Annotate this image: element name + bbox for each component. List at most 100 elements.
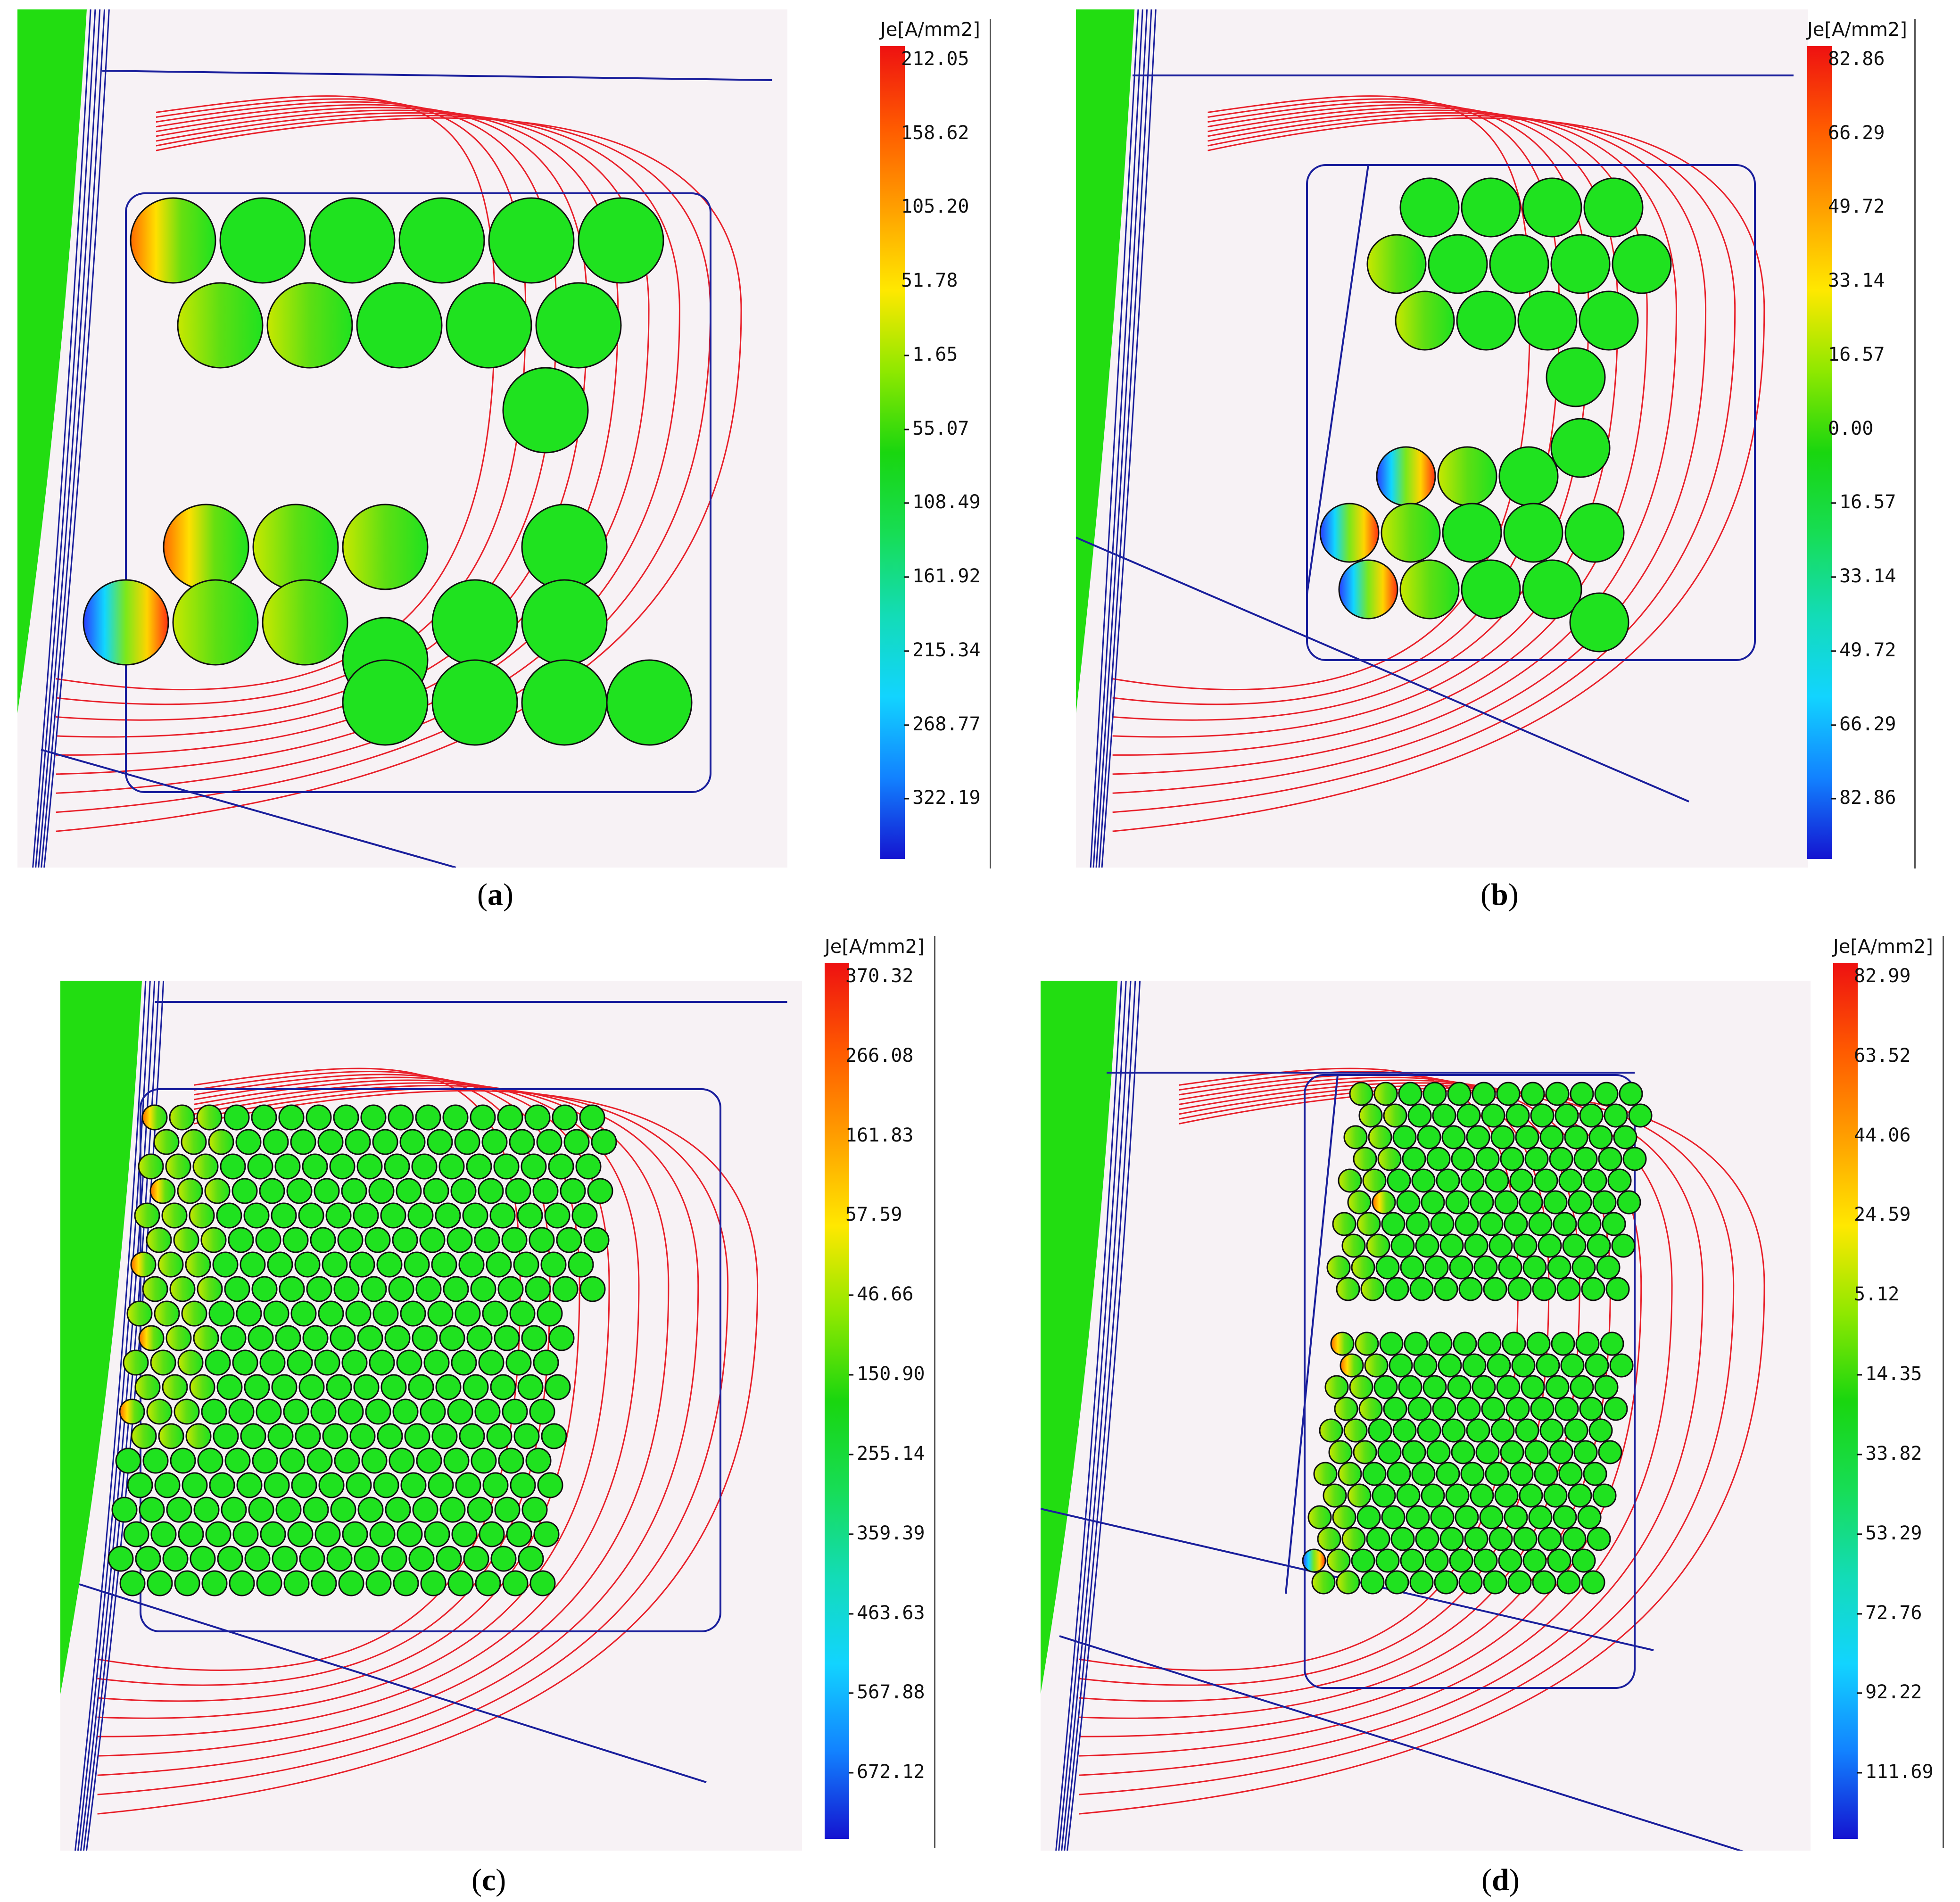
conductor [1555,1397,1579,1421]
conductor [1399,177,1460,238]
conductor [1549,1147,1573,1171]
conductor [158,1423,184,1449]
flux-line [1112,117,1765,832]
conductor [317,1129,344,1155]
flux-line [97,1082,670,1757]
conductor [1307,1505,1332,1530]
conductor [1534,1168,1558,1193]
conductor [372,1300,399,1327]
flux-line [1112,115,1736,813]
conductor [1458,1570,1483,1595]
legend-tick-label: -161.92 [901,565,981,587]
conductor [220,1153,246,1180]
conductor [1569,592,1629,653]
legend-tick-label: -567.88 [845,1681,925,1704]
legend-tick-label: -16.57 [1828,491,1896,513]
conductor [1338,1168,1362,1193]
conductor [1494,1483,1519,1508]
conductor [1604,1103,1628,1128]
conductor [388,1104,414,1131]
conductor [1323,1483,1347,1508]
conductor [1392,1418,1417,1443]
conductor [278,1104,305,1131]
conductor [1522,559,1582,620]
conductor [279,1276,305,1302]
flux-line [1112,109,1677,775]
conductor [1577,1212,1602,1236]
conductor [361,1276,387,1302]
conductor [1390,1527,1415,1551]
conductor [475,1570,501,1596]
conductor [556,1227,582,1253]
conductor [166,1497,192,1523]
conductor [502,1570,529,1596]
conductor [272,1546,298,1572]
conductor [545,1374,571,1400]
conductor [154,1300,180,1327]
conductor [224,1276,250,1302]
conductor [174,1398,200,1425]
conductor [450,1178,477,1204]
conductor [1402,1440,1426,1464]
conductor [1364,1353,1389,1378]
conductor [173,1227,199,1253]
conductor [356,282,443,369]
conductor [563,1129,590,1155]
conductor [247,1153,273,1180]
conductor [337,1227,364,1253]
conductor [1439,1527,1464,1551]
conductor [505,1349,532,1376]
conductor [232,1349,258,1376]
conductor [541,1423,567,1449]
conductor [342,1521,368,1547]
conductor [552,1104,578,1131]
conductor [1479,1505,1504,1530]
conductor [279,1447,306,1474]
conductor [205,1349,231,1376]
conductor [135,1546,161,1572]
conductor [446,282,532,369]
conductor [146,1398,173,1425]
flux-line [1112,98,1560,705]
conductor [1422,1375,1447,1399]
conductor [1585,1353,1609,1378]
conductor [521,579,608,666]
conductor [1428,1331,1453,1356]
conductor [1592,1483,1617,1508]
conductor [1598,1147,1622,1171]
conductor [1415,1527,1439,1551]
conductor [1395,290,1455,351]
conductor [267,1423,294,1449]
conductor [326,1374,352,1400]
conductor [169,1276,196,1302]
conductor [1387,1168,1411,1193]
conductor [1396,1190,1421,1215]
conductor [1455,1212,1479,1236]
conductor [251,1276,278,1302]
conductor [1366,1527,1390,1551]
conductor [349,1251,375,1278]
conductor [286,1178,313,1204]
conductor [169,1104,195,1131]
conductor [1404,1331,1428,1356]
flux-line [97,1090,759,1815]
conductor [197,1447,223,1474]
conductor [1581,1277,1605,1301]
conductor [478,1349,504,1376]
conductor [552,1276,579,1302]
conductor [1570,1082,1594,1106]
conductor [1619,1082,1643,1106]
conductor [290,1129,316,1155]
conductor [306,1104,332,1131]
slot-outline [1304,1074,1636,1689]
conductor [1556,1570,1581,1595]
conductor [1555,1103,1579,1128]
conductor [540,1251,567,1278]
conductor [1502,1331,1526,1356]
conductor [532,1178,559,1204]
conductor [1545,1082,1570,1106]
conductor [361,1447,388,1474]
conductor [1509,1462,1534,1486]
conductor [1368,1125,1392,1149]
conductor [178,1521,204,1547]
